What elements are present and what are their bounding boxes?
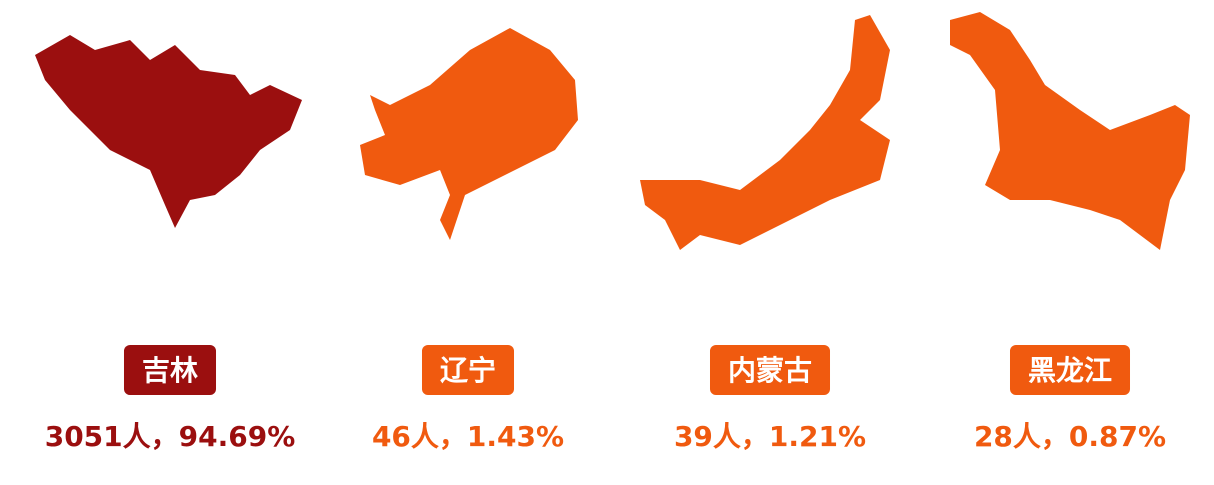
name-badge xyxy=(123,345,217,395)
province-shape xyxy=(35,35,302,228)
province-shape xyxy=(640,15,890,250)
province-stat: 28人，0.87% xyxy=(974,420,1166,453)
province-stat: 39人，1.21% xyxy=(674,420,866,453)
province-name: 吉林 xyxy=(142,354,198,387)
name-badge xyxy=(421,345,515,395)
province-name: 黑龙江 xyxy=(1028,354,1112,387)
name-badge xyxy=(1009,345,1131,395)
province-shape xyxy=(360,28,578,240)
province-stat: 46人，1.43% xyxy=(372,420,564,453)
province-name: 辽宁 xyxy=(440,354,496,387)
province-shape xyxy=(950,12,1190,250)
province-stat: 3051人，94.69% xyxy=(45,420,296,453)
province-name: 内蒙古 xyxy=(728,354,812,387)
name-badge xyxy=(709,345,831,395)
